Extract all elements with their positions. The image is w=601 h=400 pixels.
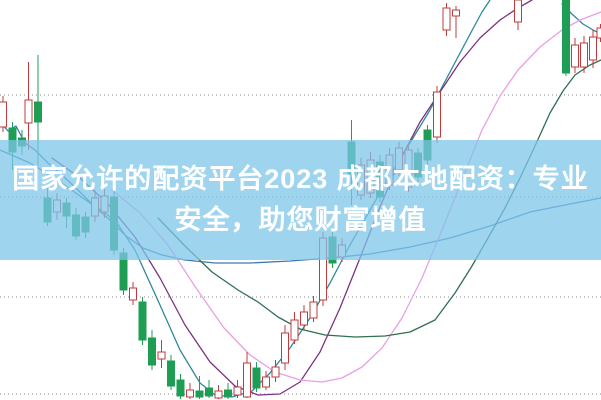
candle-body-up xyxy=(0,101,7,128)
candle-body-up xyxy=(233,386,242,396)
candle-body-up xyxy=(514,0,522,23)
candle-body-up xyxy=(262,376,270,388)
candle-body-up xyxy=(442,7,451,31)
candle-body-down xyxy=(167,360,175,387)
candle-body-up xyxy=(580,42,588,68)
promo-banner: 国家允许的配资平台2023 成都本地配资：专业 安全，助您财富增值 xyxy=(0,140,601,260)
candle-body-down xyxy=(562,0,570,74)
promo-text-line-1: 国家允许的配资平台2023 成都本地配资：专业 xyxy=(12,164,589,194)
candle-body-down xyxy=(34,101,42,123)
candle-body-up xyxy=(186,389,194,398)
promo-text-line-2: 安全，助您财富增值 xyxy=(174,205,427,235)
candle-body-up xyxy=(433,91,441,138)
candle-body-up xyxy=(589,36,597,61)
candle-body-up xyxy=(129,287,137,301)
candle-body-up xyxy=(300,311,308,326)
candle-body-up xyxy=(157,351,166,360)
candle-body-up xyxy=(281,332,289,364)
candle-body-up xyxy=(596,27,601,39)
candle-body-up xyxy=(290,319,299,341)
candle-body-up xyxy=(571,44,579,68)
candle-body-down xyxy=(148,337,156,366)
ma-darkgreen-slow xyxy=(157,59,601,338)
candle-body-down xyxy=(176,379,185,397)
candle-body-down xyxy=(138,301,147,341)
ma-purple-mid xyxy=(51,0,533,396)
candle-body-up xyxy=(214,390,223,399)
candle-body-down xyxy=(195,390,204,398)
ma-pink-mid-slow xyxy=(111,11,601,383)
candle-body-down xyxy=(224,389,232,398)
candle-body-down xyxy=(205,387,213,397)
candle-body-up xyxy=(309,301,318,319)
candle-body-up xyxy=(271,366,280,378)
candle-body-down xyxy=(252,367,261,389)
candle-body-up xyxy=(24,99,33,124)
candle-body-up xyxy=(452,9,460,17)
candle-body-up xyxy=(243,362,251,398)
